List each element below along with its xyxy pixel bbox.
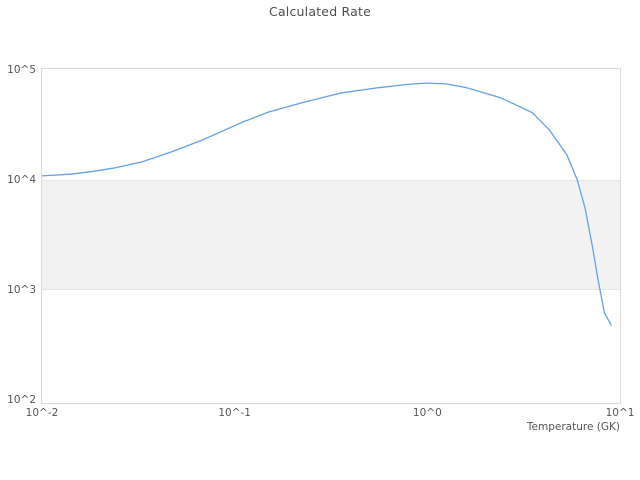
x-tick-label: 10^0 — [412, 407, 442, 419]
plot-area — [41, 68, 621, 404]
band-annotation — [42, 180, 620, 290]
x-tick-label: 10^-1 — [218, 407, 251, 419]
x-axis-title: Temperature (GK) — [526, 421, 620, 433]
rate-curve — [42, 82, 612, 326]
y-tick-label: 10^2 — [7, 393, 36, 406]
y-tick-label: 10^5 — [7, 63, 36, 76]
y-tick-label: 10^4 — [7, 173, 36, 186]
x-tick-label: 10^1 — [605, 407, 635, 419]
x-tick-label: 10^-2 — [25, 407, 59, 419]
curve-svg — [42, 82, 612, 326]
y-tick-label: 10^3 — [7, 283, 36, 296]
chart-title: Calculated Rate — [269, 4, 371, 19]
